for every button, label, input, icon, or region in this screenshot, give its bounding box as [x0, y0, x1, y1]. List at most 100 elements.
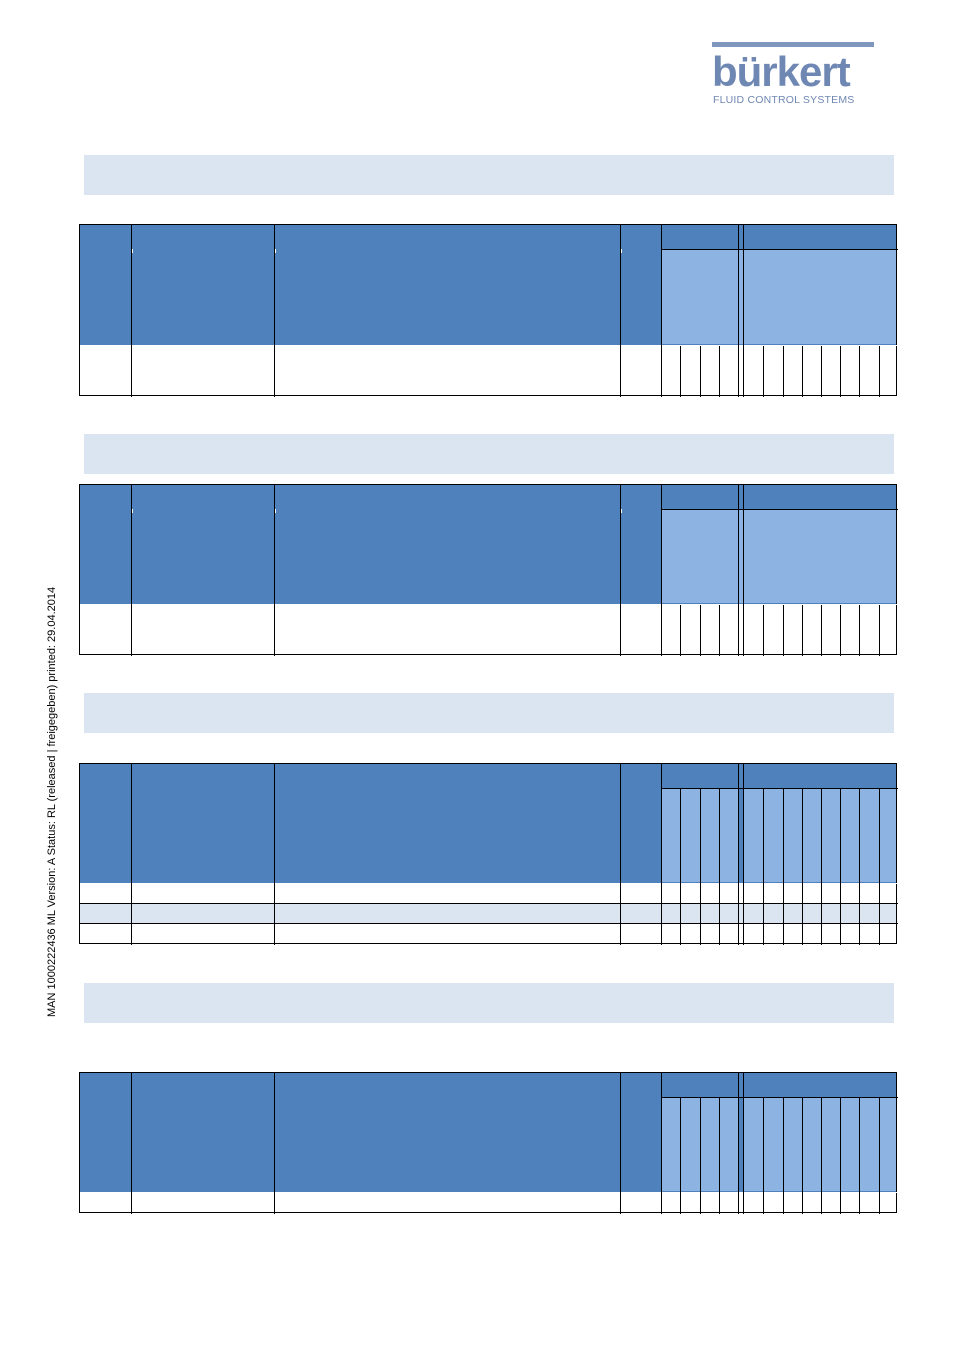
header-subcolumn: [802, 1098, 821, 1191]
header-subcolumn: [840, 1098, 859, 1191]
header-subcolumn: [743, 789, 763, 882]
subcolumn-divider: [840, 1098, 841, 1214]
subcolumn-divider: [840, 789, 841, 945]
subcolumn-divider: [700, 605, 701, 656]
subcolumn-divider: [680, 789, 681, 945]
subcolumn-divider: [821, 789, 822, 945]
header-bottom: [80, 883, 898, 884]
subcolumn-divider: [821, 605, 822, 656]
column-divider: [131, 485, 132, 656]
subcolumn-divider: [859, 346, 860, 397]
header-subcolumn: [802, 789, 821, 882]
header-subcolumn: [879, 1098, 896, 1191]
subcolumn-divider: [802, 1098, 803, 1214]
subcolumn-divider: [802, 605, 803, 656]
group-divider: [661, 509, 898, 510]
subcolumn-divider: [719, 605, 720, 656]
group-divider: [661, 788, 898, 789]
header-subcolumn: [783, 1098, 802, 1191]
header-subcolumn: [719, 1098, 738, 1191]
subcolumn-divider: [802, 789, 803, 945]
logo-bar: [712, 42, 874, 47]
table-row-band: [80, 904, 896, 924]
column-divider: [620, 485, 621, 656]
header-subcolumn: [661, 1098, 680, 1191]
subcolumn-divider: [859, 1098, 860, 1214]
subcolumn-divider: [840, 605, 841, 656]
logo-wordmark: bürkert: [712, 48, 851, 95]
header-subcolumn: [661, 789, 680, 882]
subcolumn-divider: [763, 346, 764, 397]
section-band-4: [84, 983, 894, 1023]
subcolumn-divider: [763, 605, 764, 656]
header-bottom: [80, 345, 898, 346]
header-subcolumn: [763, 789, 783, 882]
subcolumn-divider: [700, 1098, 701, 1214]
header-tick: [275, 509, 276, 513]
column-divider: [131, 1073, 132, 1214]
subcolumn-divider: [763, 789, 764, 945]
subcolumn-divider: [700, 346, 701, 397]
header-subcolumn: [680, 1098, 700, 1191]
subcolumn-divider: [879, 789, 880, 945]
group-split: [743, 485, 744, 656]
group-split: [738, 485, 739, 656]
header-tick: [621, 509, 622, 513]
subcolumn-divider: [821, 1098, 822, 1214]
subcolumn-divider: [763, 1098, 764, 1214]
group-divider: [661, 1097, 898, 1098]
header-subcolumn: [859, 1098, 879, 1191]
header-subcolumn: [680, 789, 700, 882]
subcolumn-divider: [719, 346, 720, 397]
subcolumn-divider: [783, 789, 784, 945]
group-split: [743, 764, 744, 945]
logo-tagline: FLUID CONTROL SYSTEMS: [713, 94, 855, 106]
header-subcolumns: [661, 250, 896, 344]
group-split: [738, 1073, 739, 1214]
header-tick: [621, 249, 622, 253]
subcolumn-divider: [700, 789, 701, 945]
header-bottom: [80, 604, 898, 605]
section-band-1: [84, 155, 894, 195]
row-divider: [80, 903, 898, 904]
header-subcolumn: [743, 1098, 763, 1191]
column-divider: [620, 764, 621, 945]
column-divider: [661, 225, 662, 397]
subcolumn-divider: [680, 346, 681, 397]
group-split: [743, 225, 744, 397]
header-subcolumn: [840, 789, 859, 882]
header-subcolumn: [700, 789, 719, 882]
subcolumn-divider: [821, 346, 822, 397]
column-divider: [661, 1073, 662, 1214]
header-subcolumn: [783, 789, 802, 882]
subcolumn-divider: [783, 605, 784, 656]
header-subcolumn: [821, 1098, 840, 1191]
burkert-logo: bürkert FLUID CONTROL SYSTEMS: [712, 42, 874, 108]
column-divider: [274, 764, 275, 945]
data-table-2: [79, 484, 898, 656]
section-band-2: [84, 434, 894, 474]
subcolumn-divider: [783, 1098, 784, 1214]
subcolumn-divider: [680, 605, 681, 656]
column-divider: [661, 485, 662, 656]
group-split: [738, 225, 739, 397]
header-subcolumn: [859, 789, 879, 882]
column-divider: [661, 764, 662, 945]
subcolumn-divider: [680, 1098, 681, 1214]
subcolumn-divider: [859, 605, 860, 656]
header-subcolumn: [763, 1098, 783, 1191]
section-band-3: [84, 693, 894, 733]
subcolumn-divider: [840, 346, 841, 397]
data-table-4: [79, 1072, 898, 1214]
data-table-3: [79, 763, 898, 945]
column-divider: [131, 764, 132, 945]
header-subcolumns: [661, 510, 896, 603]
subcolumn-divider: [802, 346, 803, 397]
subcolumn-divider: [879, 605, 880, 656]
group-split: [738, 764, 739, 945]
header-tick: [132, 509, 133, 513]
group-divider: [661, 249, 898, 250]
header-subcolumn: [719, 789, 738, 882]
row-divider: [80, 923, 898, 924]
subcolumn-divider: [879, 1098, 880, 1214]
